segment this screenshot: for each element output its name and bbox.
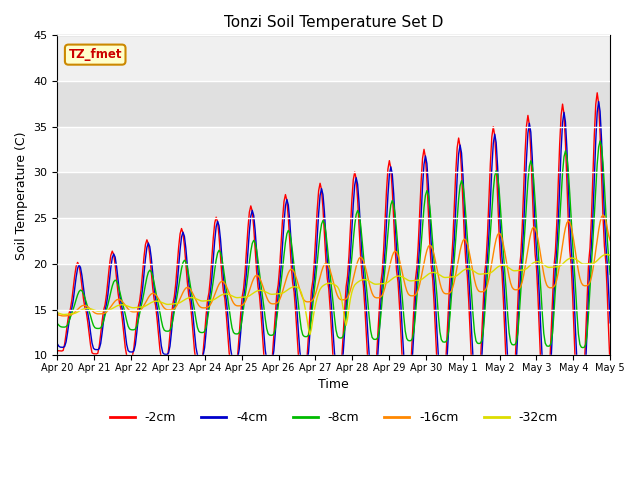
-32cm [306, 332, 314, 337]
Bar [58, 264, 610, 310]
Line: -4cm: -4cm [58, 101, 610, 383]
-8cm [606, 272, 614, 277]
Line: -16cm: -16cm [58, 215, 610, 316]
-32cm [72, 310, 80, 316]
Bar [58, 36, 610, 81]
Bar [58, 172, 610, 218]
-16cm [606, 238, 614, 243]
-4cm [530, 189, 538, 195]
-4cm [447, 276, 455, 282]
-16cm [605, 233, 612, 239]
-4cm [595, 98, 602, 104]
-2cm [606, 367, 614, 372]
-8cm [54, 321, 61, 326]
-8cm [447, 293, 455, 299]
-32cm [605, 252, 612, 258]
-8cm [579, 345, 587, 350]
Line: -32cm: -32cm [58, 254, 610, 335]
-32cm [602, 252, 610, 257]
-4cm [54, 341, 61, 347]
Bar [58, 127, 610, 172]
-8cm [90, 323, 97, 328]
-8cm [72, 297, 80, 302]
-2cm [447, 261, 455, 267]
-2cm [530, 224, 538, 230]
-2cm [577, 393, 585, 398]
-2cm [90, 351, 97, 357]
-2cm [54, 348, 61, 354]
Bar [58, 81, 610, 127]
-4cm [338, 361, 346, 367]
Line: -8cm: -8cm [58, 141, 610, 348]
-32cm [531, 259, 539, 265]
-4cm [605, 291, 612, 297]
-16cm [449, 284, 457, 290]
-4cm [90, 346, 97, 351]
-8cm [596, 138, 604, 144]
-4cm [72, 274, 80, 280]
-32cm [606, 252, 614, 258]
Bar [58, 310, 610, 355]
Y-axis label: Soil Temperature (C): Soil Temperature (C) [15, 131, 28, 260]
-2cm [593, 90, 601, 96]
-2cm [338, 356, 346, 361]
-32cm [339, 306, 347, 312]
-16cm [599, 212, 607, 218]
Line: -2cm: -2cm [58, 93, 610, 396]
Bar [58, 218, 610, 264]
Legend: -2cm, -4cm, -8cm, -16cm, -32cm: -2cm, -4cm, -8cm, -16cm, -32cm [104, 406, 563, 429]
-32cm [449, 274, 457, 280]
-16cm [74, 307, 81, 312]
-4cm [606, 320, 614, 326]
-2cm [72, 264, 80, 269]
Title: Tonzi Soil Temperature Set D: Tonzi Soil Temperature Set D [224, 15, 444, 30]
Text: TZ_fmet: TZ_fmet [68, 48, 122, 61]
-16cm [531, 226, 539, 231]
X-axis label: Time: Time [319, 378, 349, 391]
-16cm [91, 310, 99, 316]
-4cm [577, 380, 585, 385]
-32cm [54, 310, 61, 316]
-32cm [90, 307, 97, 312]
-8cm [605, 257, 612, 263]
-16cm [60, 313, 67, 319]
-16cm [339, 297, 347, 303]
-16cm [54, 312, 61, 318]
-8cm [338, 335, 346, 341]
-8cm [530, 177, 538, 183]
-2cm [605, 332, 612, 337]
